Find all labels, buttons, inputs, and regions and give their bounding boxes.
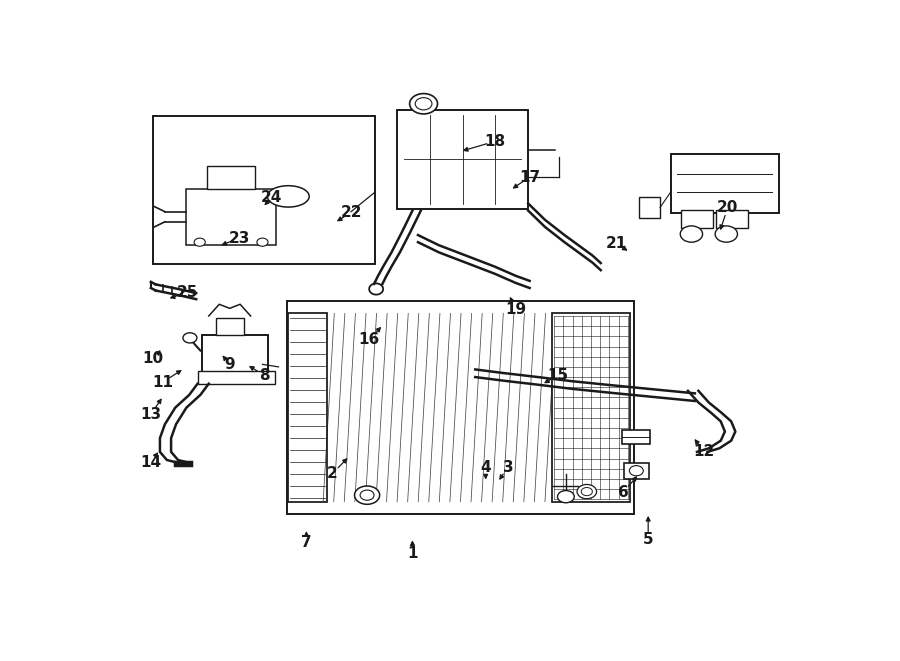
- Text: 11: 11: [152, 375, 173, 389]
- Text: 2: 2: [327, 466, 338, 481]
- Bar: [670, 154, 778, 213]
- Circle shape: [194, 238, 205, 247]
- Text: 22: 22: [340, 205, 362, 220]
- Circle shape: [410, 94, 437, 114]
- Text: 16: 16: [358, 332, 380, 348]
- Bar: [681, 210, 714, 228]
- Text: 9: 9: [224, 357, 235, 372]
- Circle shape: [716, 226, 737, 242]
- Text: 6: 6: [617, 485, 628, 500]
- Bar: [639, 198, 660, 217]
- Text: 14: 14: [140, 455, 161, 469]
- Text: 12: 12: [693, 444, 715, 459]
- Bar: [202, 335, 268, 373]
- Circle shape: [256, 238, 268, 247]
- Bar: [624, 463, 649, 479]
- Bar: [288, 313, 327, 502]
- Circle shape: [581, 488, 592, 496]
- Bar: [287, 301, 634, 514]
- Circle shape: [415, 98, 432, 110]
- Text: 25: 25: [177, 285, 199, 299]
- Text: 5: 5: [643, 533, 653, 547]
- Text: 20: 20: [717, 200, 738, 215]
- Circle shape: [360, 490, 374, 500]
- Text: 7: 7: [302, 535, 311, 550]
- Text: 21: 21: [606, 236, 626, 251]
- Circle shape: [680, 226, 703, 242]
- Text: 10: 10: [142, 351, 164, 366]
- Text: 1: 1: [407, 546, 418, 561]
- Circle shape: [577, 485, 597, 498]
- Bar: [716, 210, 748, 228]
- Bar: [216, 317, 244, 335]
- Text: 8: 8: [259, 368, 270, 383]
- Bar: [153, 116, 374, 264]
- Text: 15: 15: [547, 368, 568, 383]
- Circle shape: [629, 465, 643, 476]
- Circle shape: [355, 486, 380, 504]
- Bar: [185, 189, 276, 245]
- Circle shape: [183, 332, 197, 343]
- Bar: [622, 430, 650, 444]
- Text: 19: 19: [505, 302, 526, 317]
- Text: 23: 23: [229, 231, 250, 246]
- Text: 4: 4: [481, 459, 491, 475]
- Text: 3: 3: [503, 459, 513, 475]
- Text: 18: 18: [484, 134, 505, 149]
- Text: 24: 24: [261, 190, 283, 205]
- Text: 13: 13: [140, 407, 161, 422]
- Circle shape: [557, 490, 574, 503]
- Ellipse shape: [267, 186, 310, 207]
- Bar: [198, 371, 275, 383]
- Text: 17: 17: [519, 169, 540, 184]
- Bar: [397, 110, 528, 209]
- Bar: [207, 166, 256, 189]
- Bar: [552, 313, 630, 502]
